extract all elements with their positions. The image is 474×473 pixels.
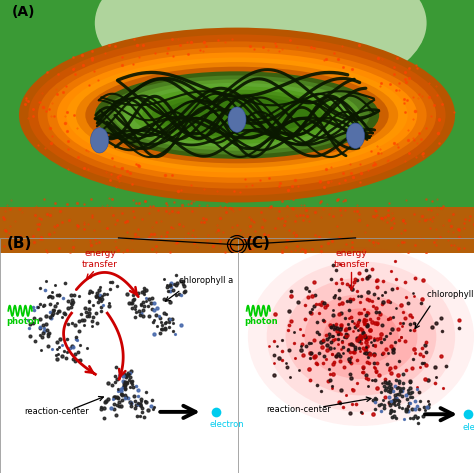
- Ellipse shape: [104, 76, 370, 155]
- Text: reaction-center: reaction-center: [267, 405, 331, 414]
- Ellipse shape: [346, 123, 365, 149]
- Ellipse shape: [76, 62, 398, 168]
- Text: chlorophyll a: chlorophyll a: [179, 276, 233, 285]
- Text: electron: electron: [462, 422, 474, 431]
- Text: chlorophyll a: chlorophyll a: [427, 289, 474, 298]
- Polygon shape: [0, 207, 474, 253]
- Ellipse shape: [161, 96, 313, 134]
- Ellipse shape: [114, 79, 360, 151]
- Ellipse shape: [95, 0, 427, 104]
- Ellipse shape: [19, 27, 455, 202]
- Ellipse shape: [248, 247, 474, 426]
- Text: (B): (B): [7, 236, 33, 252]
- Ellipse shape: [28, 35, 446, 195]
- Text: (A): (A): [12, 5, 36, 19]
- Ellipse shape: [228, 107, 246, 132]
- Text: electron: electron: [210, 420, 245, 429]
- Text: (C): (C): [246, 236, 270, 252]
- Ellipse shape: [85, 67, 389, 163]
- Ellipse shape: [66, 58, 408, 173]
- Text: energy: energy: [84, 248, 116, 258]
- Text: photon: photon: [244, 317, 278, 326]
- Ellipse shape: [152, 93, 322, 137]
- Polygon shape: [0, 0, 474, 253]
- Ellipse shape: [323, 308, 399, 365]
- Ellipse shape: [95, 71, 379, 159]
- Ellipse shape: [285, 278, 436, 395]
- Ellipse shape: [38, 42, 436, 189]
- Text: reaction-center: reaction-center: [24, 407, 89, 416]
- Ellipse shape: [57, 53, 417, 177]
- Ellipse shape: [133, 86, 341, 144]
- Text: transfer: transfer: [334, 260, 369, 269]
- Ellipse shape: [267, 262, 455, 412]
- Ellipse shape: [91, 128, 109, 153]
- Text: energy: energy: [336, 248, 367, 258]
- Ellipse shape: [304, 294, 418, 379]
- Text: transfer: transfer: [82, 260, 118, 269]
- Ellipse shape: [47, 47, 427, 183]
- Ellipse shape: [123, 83, 351, 147]
- Ellipse shape: [142, 90, 332, 140]
- Text: photon: photon: [6, 317, 40, 326]
